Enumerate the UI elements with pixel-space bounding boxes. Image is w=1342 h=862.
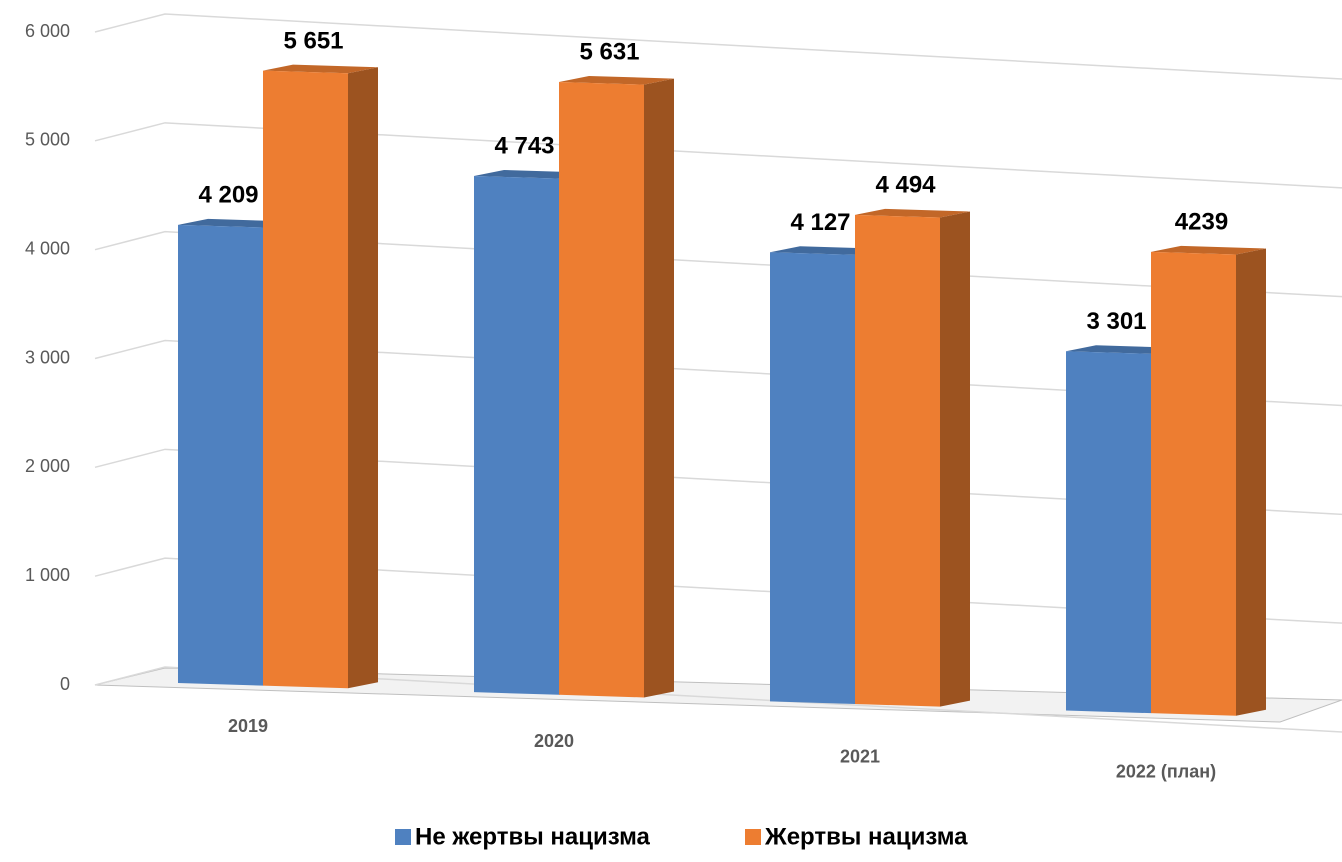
x-tick-label: 2020 [534, 731, 574, 751]
bar-top [855, 208, 970, 218]
bar-side [1236, 248, 1266, 716]
y-tick-label: 1 000 [25, 565, 70, 585]
legend-swatch [395, 829, 411, 845]
x-tick-label: 2021 [840, 746, 880, 766]
value-label: 3 301 [1086, 308, 1146, 335]
value-label: 4 743 [494, 133, 554, 160]
bar-top [1151, 245, 1266, 255]
bar-side [644, 78, 674, 698]
grid-line [94, 122, 1342, 189]
y-tick-label: 6 000 [25, 21, 70, 41]
x-tick-label: 2022 (план) [1116, 761, 1216, 781]
grid-line [94, 666, 1342, 733]
value-label: 4 209 [198, 182, 258, 209]
bar [770, 252, 855, 704]
value-label: 4 494 [875, 172, 936, 199]
legend-swatch [745, 829, 761, 845]
bar [559, 81, 644, 698]
x-tick-label: 2019 [228, 716, 268, 736]
grid-line [94, 13, 1342, 80]
bar-side [348, 67, 378, 689]
y-tick-label: 2 000 [25, 456, 70, 476]
y-tick-label: 4 000 [25, 238, 70, 258]
bar [178, 224, 263, 686]
bar-top [263, 64, 378, 74]
bar [1151, 251, 1236, 716]
bar [263, 70, 348, 689]
value-label: 4239 [1175, 208, 1228, 235]
bar-top [559, 75, 674, 85]
value-label: 5 651 [283, 27, 343, 54]
legend-label: Не жертвы нацизма [415, 823, 651, 850]
legend-label: Жертвы нацизма [764, 823, 968, 850]
y-tick-label: 0 [60, 674, 70, 694]
bar-side [940, 211, 970, 707]
bar [474, 175, 559, 695]
bar [1066, 351, 1151, 714]
y-tick-label: 5 000 [25, 130, 70, 150]
bar [855, 214, 940, 707]
value-label: 5 631 [579, 39, 639, 66]
y-tick-label: 3 000 [25, 347, 70, 367]
value-label: 4 127 [790, 209, 850, 236]
